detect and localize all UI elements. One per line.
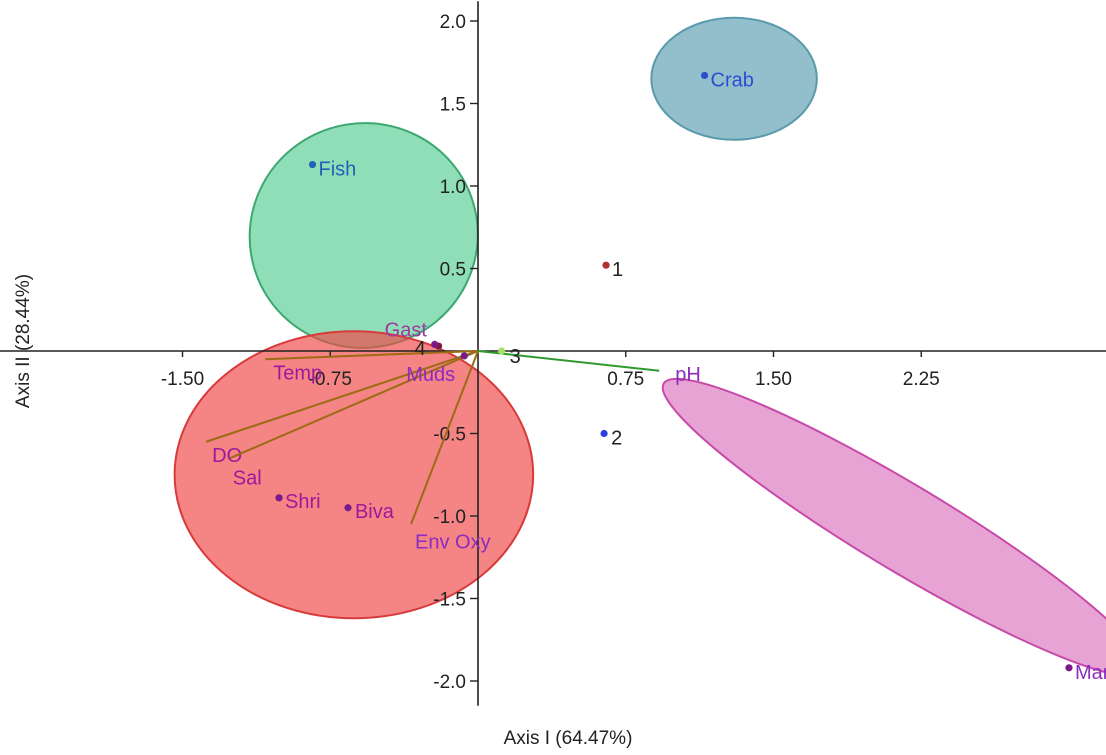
x-tick-label: -1.50 — [161, 369, 204, 390]
point-label: Shri — [285, 491, 321, 513]
axes: -1.50 -0.75 0.75 1.50 2.25 2.0 1.5 1.0 0.5 -0.5 -1… — [0, 1, 1106, 706]
vector-env-oxy — [410, 350, 479, 525]
y-tick-label: -0.5 — [433, 425, 466, 446]
point-label: Crab — [711, 69, 754, 91]
point-gast — [431, 340, 439, 348]
point-label: Fish — [319, 159, 357, 181]
y-tick-label: -1.5 — [433, 590, 466, 611]
point-3 — [498, 347, 506, 355]
y-tick-label: -1.0 — [433, 507, 466, 528]
point-muds — [460, 352, 468, 360]
point-label: Mang — [1075, 662, 1106, 684]
x-tick-label: 2.25 — [903, 369, 940, 390]
vector-sal — [229, 350, 479, 460]
group-ellipse-4 — [661, 377, 1106, 678]
group-ellipse-3 — [173, 330, 535, 620]
x-axis-title: Axis I (64.47%) — [503, 728, 633, 749]
point-label: 1 — [612, 259, 623, 281]
vector-ph — [477, 350, 660, 372]
group-ellipses — [173, 16, 1106, 678]
y-tick-label: 1.5 — [440, 95, 466, 116]
vector-temp — [265, 350, 479, 361]
y-tick-label: 0.5 — [440, 260, 466, 281]
point-mang — [1065, 664, 1073, 672]
vector-label: DO — [212, 445, 242, 467]
y-tick-label: 2.0 — [440, 12, 466, 33]
point-label: Gast — [385, 319, 428, 341]
point-1 — [602, 261, 610, 269]
point-crab — [700, 71, 709, 80]
point-label: 3 — [510, 346, 521, 368]
point-biva — [344, 504, 352, 512]
y-tick-label: 1.0 — [440, 177, 466, 198]
point-label: Muds — [406, 364, 455, 386]
point-2 — [600, 429, 608, 438]
point-shri — [275, 494, 283, 502]
x-tick-label: -0.75 — [309, 369, 352, 390]
vector-label: pH — [675, 364, 701, 386]
point-label: 2 — [611, 428, 622, 450]
x-tick-label: 0.75 — [607, 369, 644, 390]
point-fish — [308, 160, 317, 169]
point-label: Biva — [355, 501, 395, 523]
y-tick-label: -2.0 — [433, 672, 466, 693]
vector-label: Sal — [233, 467, 262, 489]
vector-label: Env Oxy — [415, 531, 491, 553]
x-tick-label: 1.50 — [755, 369, 792, 390]
vector-label: Temp — [273, 362, 322, 384]
point-label: 4 — [415, 338, 426, 360]
group-ellipse-2 — [650, 16, 818, 141]
vector-do — [205, 350, 479, 443]
y-axis-title: Axis II (28.44%) — [13, 273, 34, 409]
